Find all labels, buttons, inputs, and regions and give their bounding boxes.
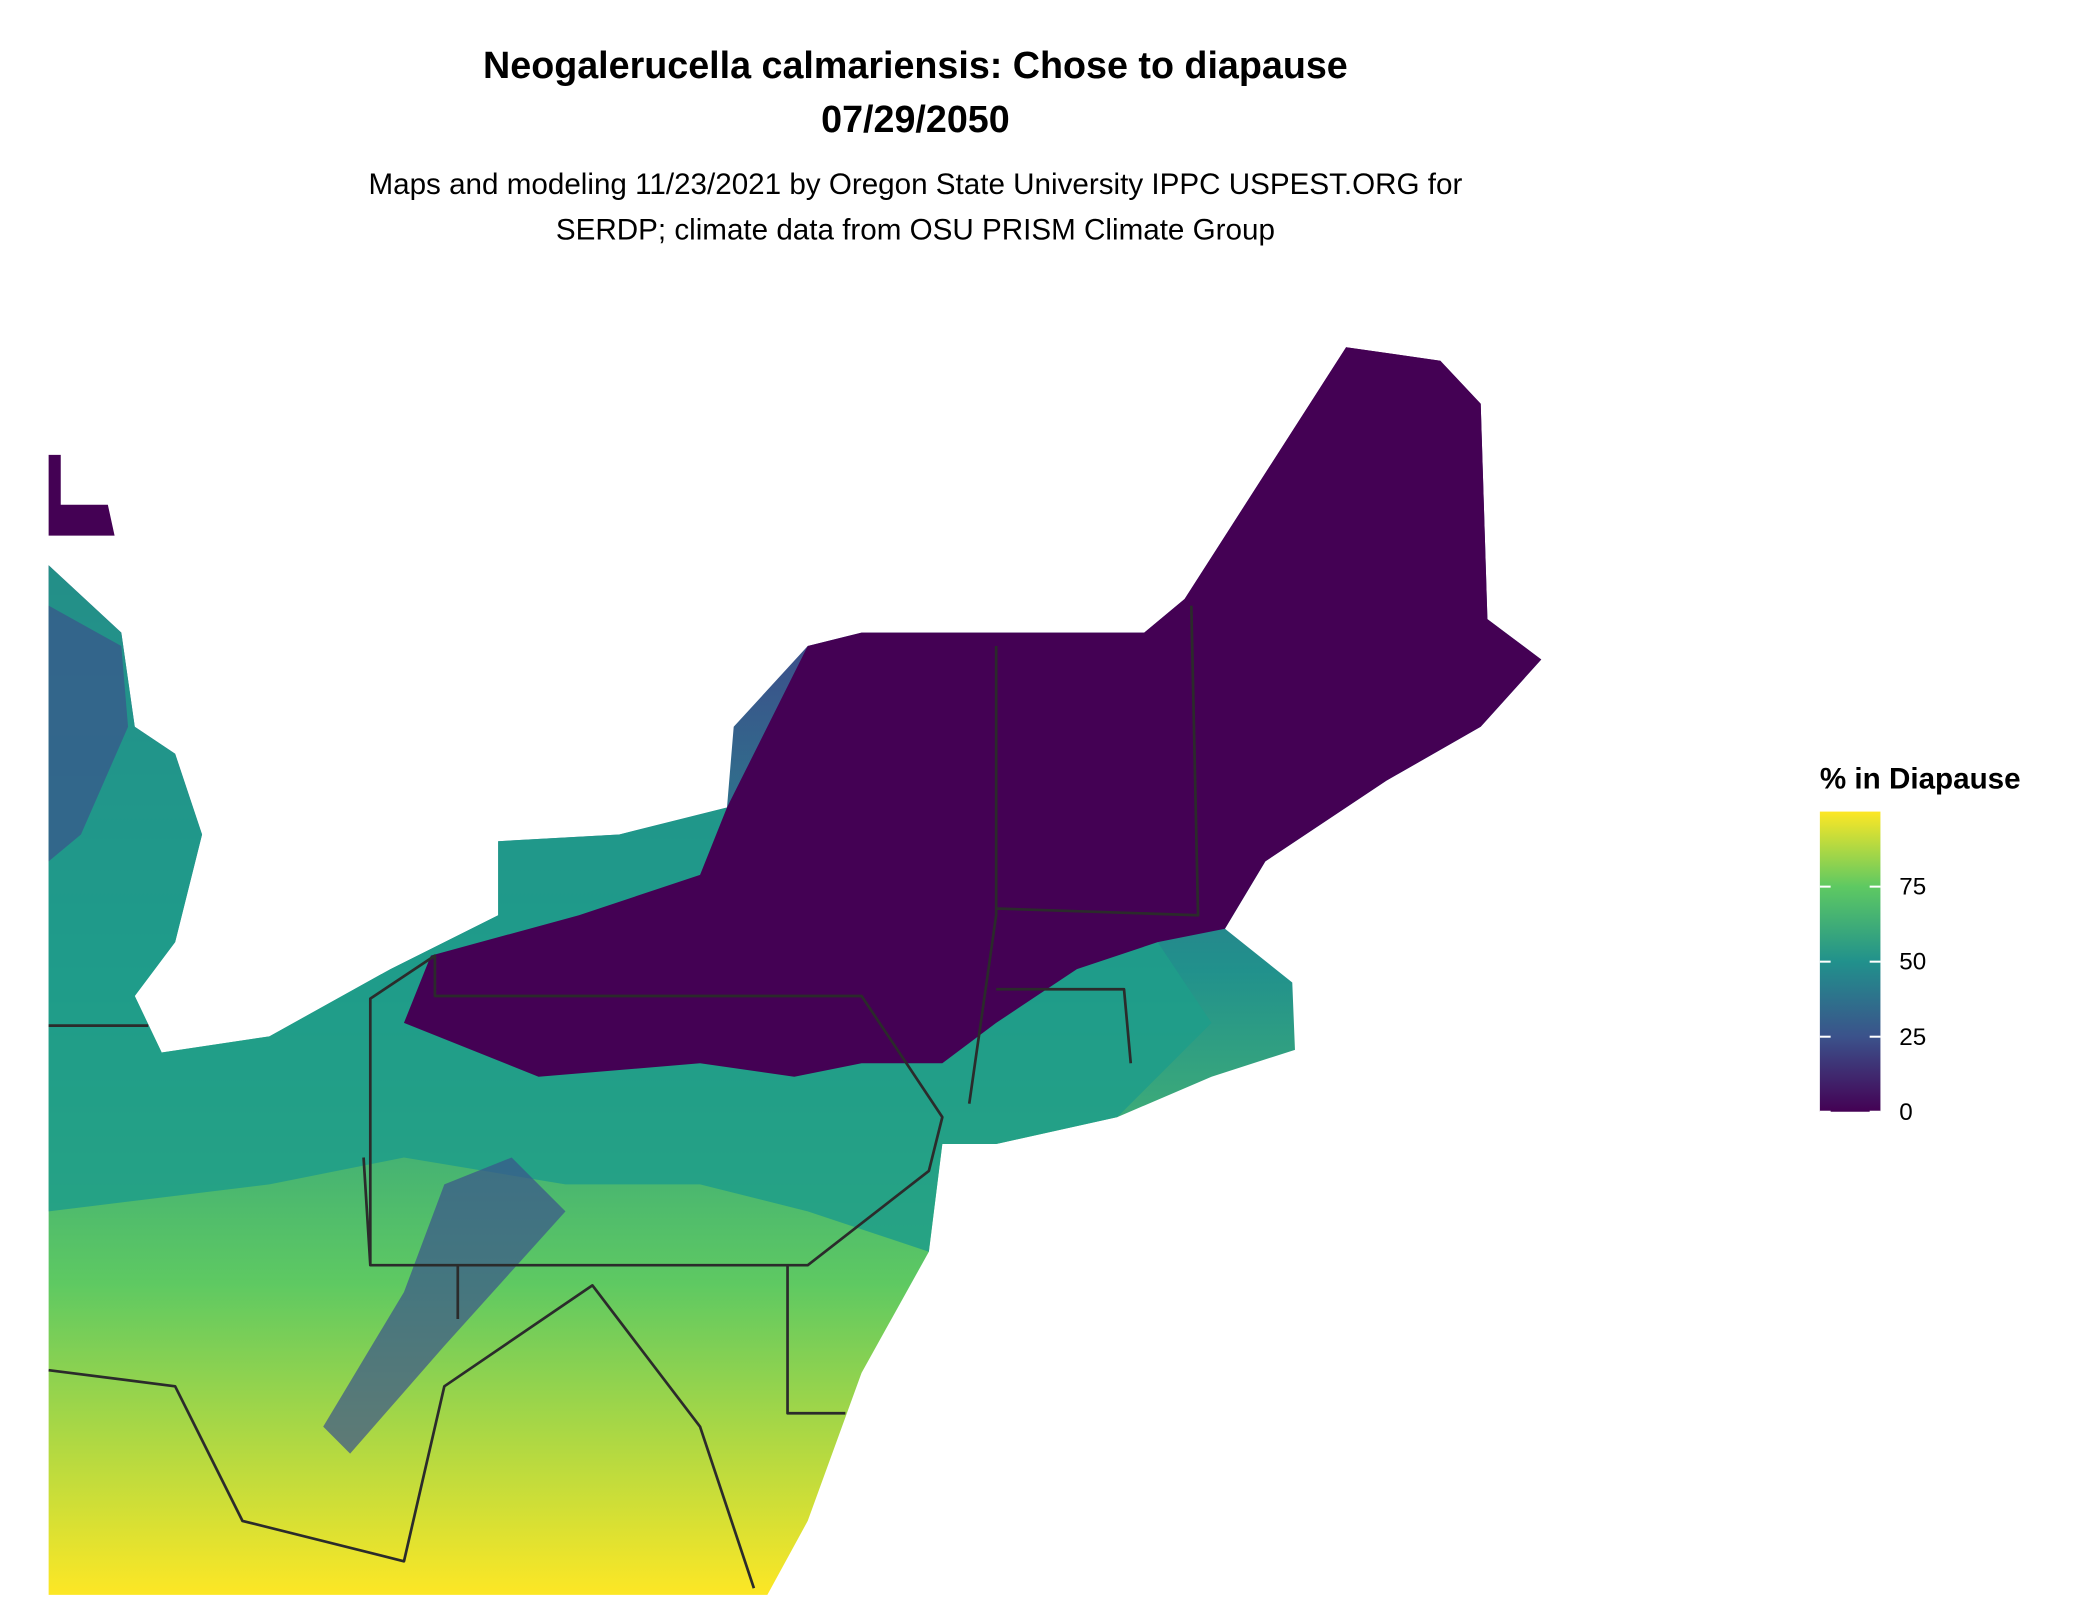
subtitle-line: Maps and modeling 11/23/2021 by Oregon S…	[368, 168, 1462, 201]
colorbar-tick-label: 0	[1899, 1099, 1912, 1126]
high-diapause-region	[403, 347, 1542, 1077]
mid-diapause-patch	[48, 605, 566, 1454]
legend-title: % in Diapause	[1820, 763, 2021, 796]
title: Neogalerucella calmariensis: Chose to di…	[483, 44, 1348, 86]
subtitle-line: SERDP; climate data from OSU PRISM Clima…	[556, 214, 1275, 247]
state-border	[48, 605, 1200, 1589]
colorbar-tick-label: 75	[1899, 874, 1926, 901]
date: 07/29/2050	[821, 98, 1010, 140]
land-island	[48, 454, 115, 536]
colorbar-tick-label: 50	[1899, 949, 1926, 976]
legend: % in Diapause 0 25 50 75	[1819, 763, 2021, 1126]
map	[48, 347, 1542, 1595]
colorbar-tick-label: 25	[1899, 1024, 1926, 1051]
